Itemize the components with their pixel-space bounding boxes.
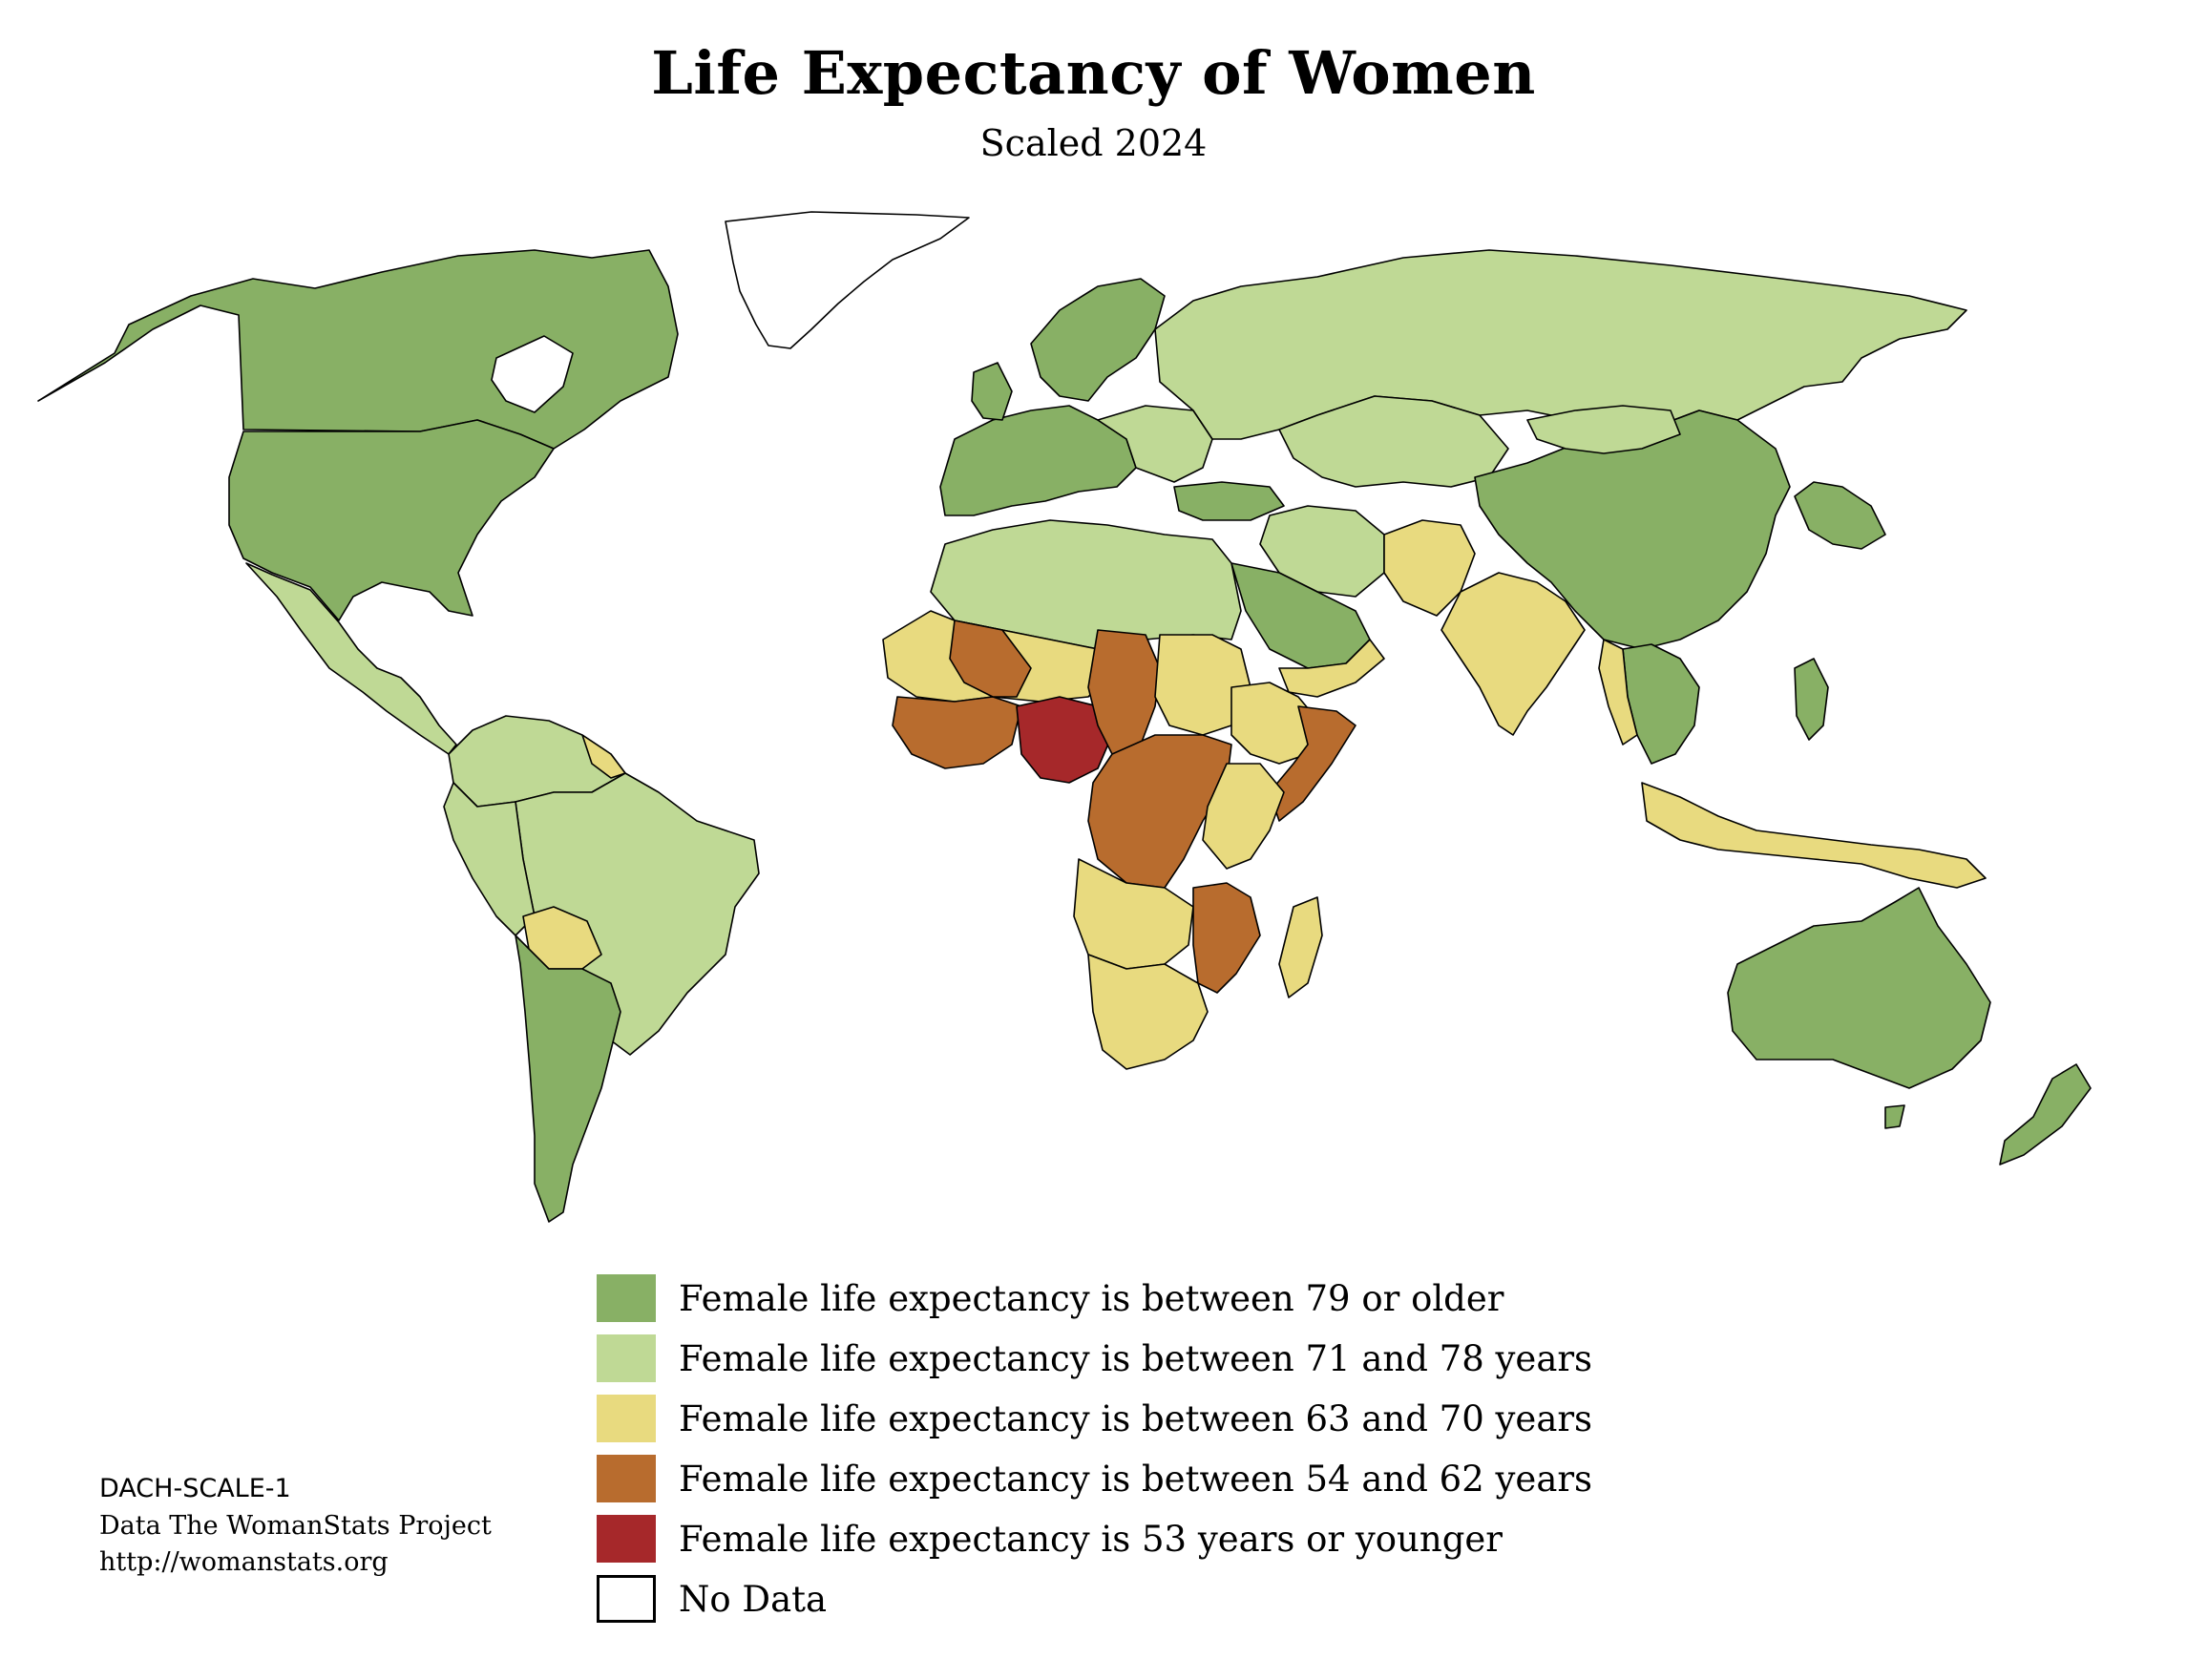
region-tasmania — [1884, 1104, 1905, 1129]
world-map — [37, 211, 2092, 1223]
region-east-africa — [1202, 763, 1285, 870]
region-greenland — [725, 211, 970, 349]
region-mozambique-malawi — [1192, 882, 1261, 994]
legend-label: No Data — [679, 1579, 828, 1620]
region-madagascar — [1278, 896, 1323, 998]
legend-swatch — [597, 1395, 656, 1442]
region-mexico — [245, 562, 457, 755]
region-turkey — [1173, 481, 1285, 521]
legend-swatch — [597, 1334, 656, 1382]
region-yemen-oman — [1278, 639, 1385, 698]
region-west-africa — [892, 696, 1022, 769]
legend-label: Female life expectancy is between 54 and… — [679, 1459, 1593, 1500]
legend-swatch-no-data — [597, 1575, 656, 1623]
region-western-europe — [939, 405, 1137, 516]
region-russia — [1154, 249, 1967, 440]
region-myanmar-laos — [1598, 639, 1638, 746]
region-mongolia — [1526, 405, 1681, 454]
credits: DACH-SCALE-1 Data The WomanStats Project… — [99, 1470, 492, 1581]
legend-swatch — [597, 1515, 656, 1563]
legend-swatch — [597, 1274, 656, 1322]
region-central-africa — [1087, 734, 1232, 889]
region-india — [1440, 572, 1586, 736]
region-iran-iraq — [1259, 505, 1385, 598]
region-argentina-chile — [515, 934, 621, 1223]
source-url: http://womanstats.org — [99, 1547, 389, 1577]
region-somalia — [1269, 705, 1356, 822]
region-mainland-southeast-asia — [1622, 643, 1700, 765]
region-nigeria — [1016, 696, 1113, 784]
legend-label: Female life expectancy is between 71 and… — [679, 1338, 1593, 1379]
region-eastern-europe — [1097, 405, 1213, 483]
region-uk-ireland — [971, 362, 1013, 421]
region-mali-niger — [949, 620, 1032, 698]
region-angola-zambia — [1073, 858, 1194, 970]
data-source: Data The WomanStats Project — [99, 1511, 492, 1541]
region-southern-africa — [1087, 954, 1209, 1070]
region-indonesia — [1641, 782, 1987, 889]
region-scandinavia — [1030, 278, 1166, 402]
map-code: DACH-SCALE-1 — [99, 1474, 291, 1503]
map-title: Life Expectancy of Women — [651, 38, 1536, 108]
region-guyana-suriname — [581, 734, 626, 779]
region-usa — [228, 419, 555, 621]
region-canada — [37, 249, 679, 450]
legend-label: Female life expectancy is between 63 and… — [679, 1398, 1593, 1439]
legend-label: Female life expectancy is between 79 or … — [679, 1278, 1504, 1319]
region-philippines — [1794, 658, 1829, 741]
region-japan-korea — [1794, 481, 1886, 550]
map-subtitle: Scaled 2024 — [979, 122, 1208, 164]
region-hudson-bay — [491, 335, 574, 413]
legend-label: Female life expectancy is 53 years or yo… — [679, 1519, 1503, 1560]
legend-swatch — [597, 1455, 656, 1502]
region-new-zealand — [1999, 1063, 2092, 1166]
region-australia — [1727, 887, 1991, 1089]
